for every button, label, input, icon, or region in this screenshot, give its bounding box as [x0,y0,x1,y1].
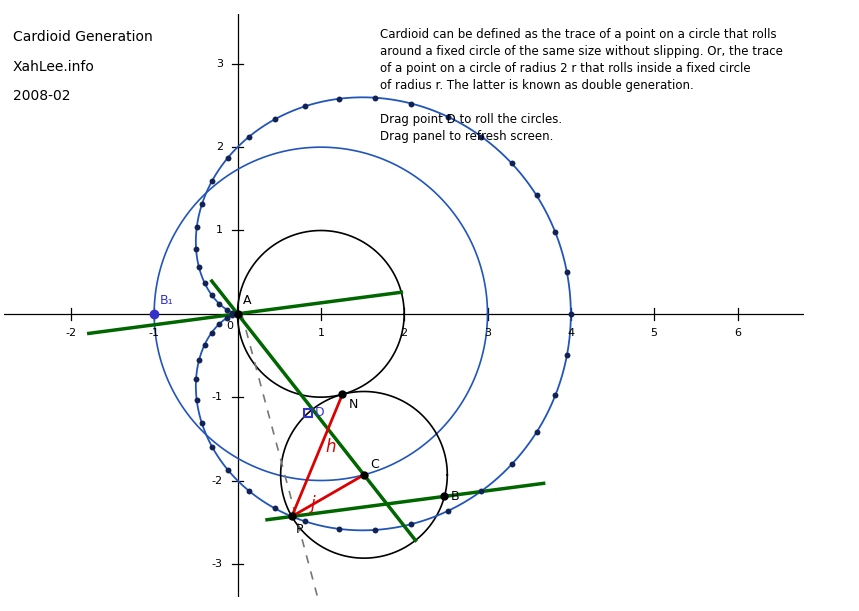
Point [560,351,574,360]
Point [530,191,544,200]
Point [505,459,519,469]
Text: 5: 5 [650,329,658,338]
Text: A: A [243,294,252,307]
Point [190,222,204,232]
Text: h: h [326,438,336,456]
Text: 6: 6 [734,329,741,338]
Point [230,309,244,319]
Point [226,310,240,320]
Text: Cardioid can be defined as the trace of a point on a circle that rolls
around a : Cardioid can be defined as the trace of … [381,29,783,144]
Text: B₁: B₁ [160,294,174,307]
Text: D: D [315,406,325,419]
Text: 1: 1 [216,225,223,235]
Point [212,319,226,329]
Text: 1: 1 [317,329,325,338]
Point [530,427,544,437]
Point [332,94,345,104]
Point [474,132,488,142]
Point [368,525,381,535]
Point [190,395,204,405]
Point [198,340,211,349]
Point [268,503,282,513]
Point [405,519,418,529]
Point [268,114,282,124]
Point [298,101,312,111]
Point [229,309,243,319]
Point [205,290,219,300]
Point [241,132,255,142]
Point [205,327,219,337]
Point [564,309,578,319]
Point [195,199,209,209]
Point [548,390,562,400]
Text: B: B [451,490,460,503]
Text: 3: 3 [216,59,223,69]
Point [192,356,206,365]
Point [368,93,381,103]
Text: j: j [311,495,315,513]
Text: XahLee.info: XahLee.info [13,60,94,74]
Point [548,227,562,237]
Point [221,153,235,163]
Point [241,486,255,496]
Point [220,305,234,315]
Text: -3: -3 [212,559,223,569]
Point [298,516,312,526]
Text: 4: 4 [567,329,575,338]
Point [205,442,219,452]
Point [405,98,418,108]
Text: P: P [296,523,303,536]
Point [220,313,234,323]
Point [505,158,519,168]
Point [198,278,211,288]
Point [474,486,488,496]
Text: Cardioid Generation: Cardioid Generation [13,31,152,45]
Text: -2: -2 [65,329,76,338]
Point [229,309,243,318]
Point [195,419,209,428]
Point [441,506,454,516]
Text: -2: -2 [212,475,223,486]
Text: N: N [349,398,358,411]
Text: 2: 2 [216,142,223,152]
Text: -1: -1 [212,392,223,402]
Point [441,112,454,122]
Text: 0: 0 [226,321,234,331]
Text: -1: -1 [149,329,160,338]
Text: C: C [370,458,380,470]
Point [226,308,240,318]
Point [192,262,206,272]
Point [189,375,203,384]
Point [560,268,574,277]
Text: 2008-02: 2008-02 [13,89,70,103]
Text: 3: 3 [484,329,491,338]
Point [189,244,203,254]
Text: 2: 2 [400,329,408,338]
Point [221,465,235,475]
Point [332,524,345,534]
Point [205,176,219,186]
Point [212,299,226,309]
